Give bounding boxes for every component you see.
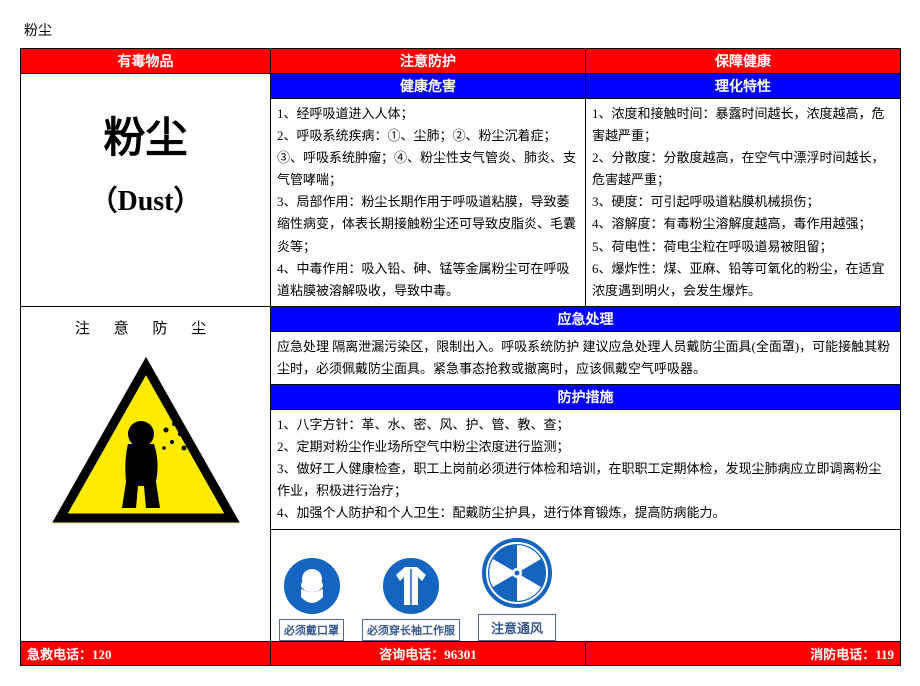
ppe-vent-sign: 注意通风 bbox=[478, 534, 556, 641]
dust-warning-icon bbox=[46, 352, 246, 532]
measures-text: 1、八字方针：革、水、密、风、护、管、教、查； 2、定期对粉尘作业场所空气中粉尘… bbox=[271, 410, 901, 529]
suit-icon bbox=[380, 555, 442, 617]
header-toxic: 有毒物品 bbox=[21, 49, 271, 74]
warning-sign-cell: 注 意 防 尘 bbox=[21, 306, 271, 641]
footer-consult-phone: 咨询电话：96301 bbox=[271, 641, 586, 665]
emergency-text: 应急处理 隔离泄漏污染区，限制出入。呼吸系统防护 建议应急处理人员戴防尘面具(全… bbox=[271, 331, 901, 384]
ventilation-icon bbox=[478, 534, 556, 612]
footer-fire-phone: 消防电话：119 bbox=[586, 641, 901, 665]
ppe-mask-label: 必须戴口罩 bbox=[279, 619, 344, 641]
header-protection: 注意防护 bbox=[271, 49, 586, 74]
header-physchem: 理化特性 bbox=[586, 74, 901, 99]
hazard-text: 1、经呼吸道进入人体； 2、呼吸系统疾病：①、尘肺；②、粉尘沉着症；③、呼吸系统… bbox=[271, 99, 586, 307]
ppe-suit-sign: 必须穿长袖工作服 bbox=[362, 555, 460, 641]
substance-name-cn: 粉尘 bbox=[25, 104, 266, 165]
warning-caption: 注 意 防 尘 bbox=[25, 317, 266, 338]
physchem-text: 1、浓度和接触时间：暴露时间越长，浓度越高，危害越严重； 2、分散度：分散度越高… bbox=[586, 99, 901, 307]
page-title: 粉尘 bbox=[20, 20, 900, 40]
header-emergency: 应急处理 bbox=[271, 306, 901, 331]
header-measures: 防护措施 bbox=[271, 385, 901, 410]
ppe-mask-sign: 必须戴口罩 bbox=[279, 555, 344, 641]
substance-name-cell: 粉尘 （Dust） bbox=[21, 74, 271, 307]
ppe-signs-row: 必须戴口罩 必须穿长袖工作服 bbox=[271, 530, 900, 641]
header-health: 保障健康 bbox=[586, 49, 901, 74]
footer-emergency-phone: 急救电话：120 bbox=[21, 641, 271, 665]
header-hazard: 健康危害 bbox=[271, 74, 586, 99]
ppe-vent-label: 注意通风 bbox=[478, 614, 556, 641]
ppe-suit-label: 必须穿长袖工作服 bbox=[362, 619, 460, 641]
safety-card-table: 有毒物品 注意防护 保障健康 粉尘 （Dust） 健康危害 理化特性 1、经呼吸… bbox=[20, 48, 901, 666]
substance-name-en: （Dust） bbox=[25, 179, 266, 219]
mask-icon bbox=[281, 555, 343, 617]
